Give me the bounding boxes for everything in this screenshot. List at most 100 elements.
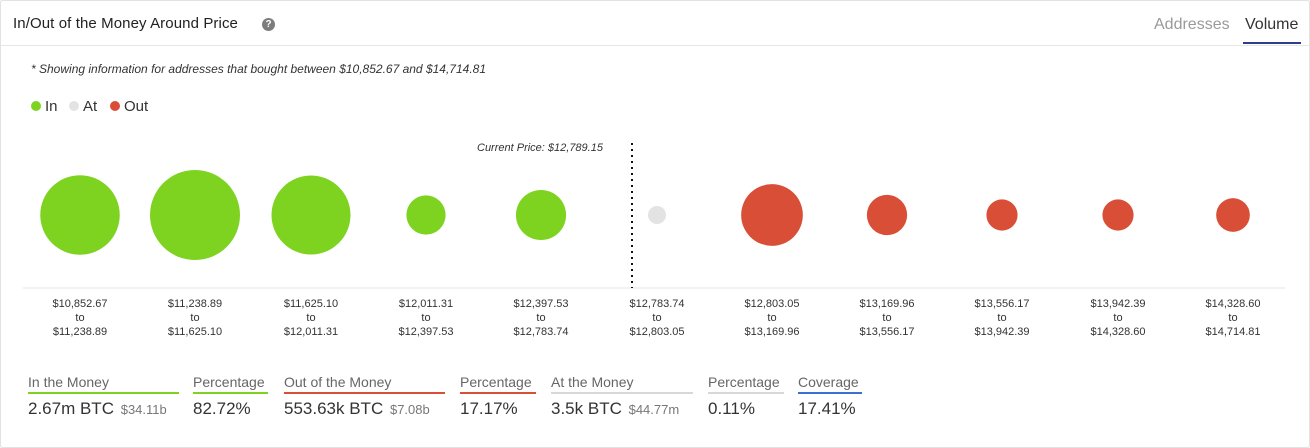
- range-label: $12,011.31 to $12,397.53: [371, 297, 481, 339]
- stat-label: At the Money: [551, 374, 693, 394]
- bubble-in[interactable]: [150, 170, 240, 260]
- range-from: $12,783.74: [629, 298, 685, 310]
- range-from: $10,852.67: [52, 298, 108, 310]
- bubble-out[interactable]: [866, 194, 908, 236]
- stat-value: 2.67m BTC $34.11b: [28, 399, 179, 419]
- stat-value: 17.41%: [798, 399, 862, 419]
- stat-value: 3.5k BTC $44.77m: [551, 399, 693, 419]
- stat-value-main: 17.17%: [460, 399, 518, 418]
- stat-label: Percentage: [193, 374, 268, 394]
- range-to: $12,397.53: [398, 326, 454, 338]
- range-to-word: to: [882, 312, 892, 324]
- range-to-word: to: [767, 312, 777, 324]
- range-to: $12,783.74: [513, 326, 569, 338]
- stat-2: Out of the Money 553.63k BTC $7.08b: [284, 374, 445, 419]
- active-tab-indicator: [1243, 42, 1301, 44]
- stat-6: Coverage 17.41%: [798, 374, 862, 419]
- bubble-out[interactable]: [741, 184, 803, 246]
- bubble-at[interactable]: [648, 206, 666, 224]
- stat-value-main: 3.5k BTC: [551, 399, 622, 418]
- range-from: $13,556.17: [974, 298, 1030, 310]
- range-to: $14,328.60: [1090, 326, 1146, 338]
- range-from: $12,011.31: [398, 298, 454, 310]
- range-to: $12,011.31: [283, 326, 339, 338]
- stat-0: In the Money 2.67m BTC $34.11b: [28, 374, 179, 419]
- bubble-out[interactable]: [1216, 198, 1250, 232]
- stat-value: 82.72%: [193, 399, 268, 419]
- tab-volume[interactable]: Volume: [1245, 16, 1299, 33]
- stat-value: 553.63k BTC $7.08b: [284, 399, 445, 419]
- bubble-out[interactable]: [986, 199, 1018, 231]
- legend-dot-at: [69, 101, 79, 112]
- range-to: $11,238.89: [52, 326, 108, 338]
- range-label: $13,556.17 to $13,942.39: [947, 297, 1057, 339]
- stat-value-main: 553.63k BTC: [284, 399, 384, 418]
- range-to-word: to: [1113, 312, 1123, 324]
- range-label: $13,169.96 to $13,556.17: [832, 297, 942, 339]
- range-label: $12,803.05 to $13,169.96: [717, 297, 827, 339]
- stat-label: Percentage: [708, 374, 784, 394]
- bubble-in[interactable]: [515, 189, 567, 241]
- range-to-word: to: [306, 312, 316, 324]
- legend-item-out[interactable]: Out: [110, 98, 148, 115]
- stat-label: In the Money: [28, 374, 179, 394]
- range-label: $11,625.10 to $12,011.31: [256, 297, 366, 339]
- range-from: $13,169.96: [859, 298, 915, 310]
- legend-item-in[interactable]: In: [31, 98, 58, 115]
- range-to-word: to: [421, 312, 431, 324]
- range-to-word: to: [652, 312, 662, 324]
- range-from: $12,397.53: [513, 298, 569, 310]
- card-header: In/Out of the Money Around Price ? Addre…: [1, 1, 1309, 46]
- stat-3: Percentage 17.17%: [460, 374, 536, 419]
- card-title: In/Out of the Money Around Price: [13, 15, 238, 32]
- range-label: $11,238.89 to $11,625.10: [140, 297, 250, 339]
- stat-1: Percentage 82.72%: [193, 374, 268, 419]
- legend-item-at[interactable]: At: [69, 98, 97, 115]
- range-to-word: to: [190, 312, 200, 324]
- range-to: $11,625.10: [167, 326, 223, 338]
- range-to: $13,556.17: [859, 326, 915, 338]
- tab-addresses[interactable]: Addresses: [1154, 16, 1230, 33]
- bubble-in[interactable]: [271, 175, 351, 255]
- range-to: $13,169.96: [744, 326, 800, 338]
- bubble-in[interactable]: [40, 175, 120, 255]
- range-from: $12,803.05: [744, 298, 800, 310]
- stat-5: Percentage 0.11%: [708, 374, 784, 419]
- range-to: $13,942.39: [974, 326, 1030, 338]
- range-to-word: to: [75, 312, 85, 324]
- stat-value-usd: $34.11b: [120, 402, 167, 417]
- bubble-in[interactable]: [406, 195, 446, 235]
- stat-value: 0.11%: [708, 399, 784, 419]
- legend-dot-in: [31, 101, 41, 112]
- stat-value-main: 2.67m BTC: [28, 399, 114, 418]
- range-from: $14,328.60: [1205, 298, 1261, 310]
- legend-label-out: Out: [124, 98, 149, 115]
- stat-label: Coverage: [798, 374, 862, 394]
- legend-label-at: At: [83, 98, 98, 115]
- range-to-word: to: [997, 312, 1007, 324]
- stat-value-main: 0.11%: [708, 399, 755, 418]
- stat-label: Out of the Money: [284, 374, 445, 394]
- bubble-chart: [23, 143, 1285, 289]
- range-label: $13,942.39 to $14,328.60: [1063, 297, 1173, 339]
- range-to-word: to: [536, 312, 546, 324]
- bubble-out[interactable]: [1102, 199, 1134, 231]
- stat-value-main: 17.41%: [798, 399, 856, 418]
- range-to-word: to: [1228, 312, 1238, 324]
- range-from: $11,625.10: [283, 298, 339, 310]
- current-price-label: Current Price: $12,789.15: [477, 142, 603, 154]
- range-to: $12,803.05: [629, 326, 685, 338]
- range-label: $10,852.67 to $11,238.89: [25, 297, 135, 339]
- stat-value-main: 82.72%: [193, 399, 251, 418]
- stat-value-usd: $44.77m: [628, 402, 680, 417]
- stat-value-usd: $7.08b: [389, 402, 430, 417]
- range-from: $13,942.39: [1090, 298, 1146, 310]
- stat-value: 17.17%: [460, 399, 536, 419]
- help-icon[interactable]: ?: [262, 18, 275, 31]
- stat-4: At the Money 3.5k BTC $44.77m: [551, 374, 693, 419]
- range-note: * Showing information for addresses that…: [31, 62, 486, 76]
- range-label: $12,783.74 to $12,803.05: [602, 297, 712, 339]
- range-label: $14,328.60 to $14,714.81: [1178, 297, 1288, 339]
- range-to: $14,714.81: [1205, 326, 1261, 338]
